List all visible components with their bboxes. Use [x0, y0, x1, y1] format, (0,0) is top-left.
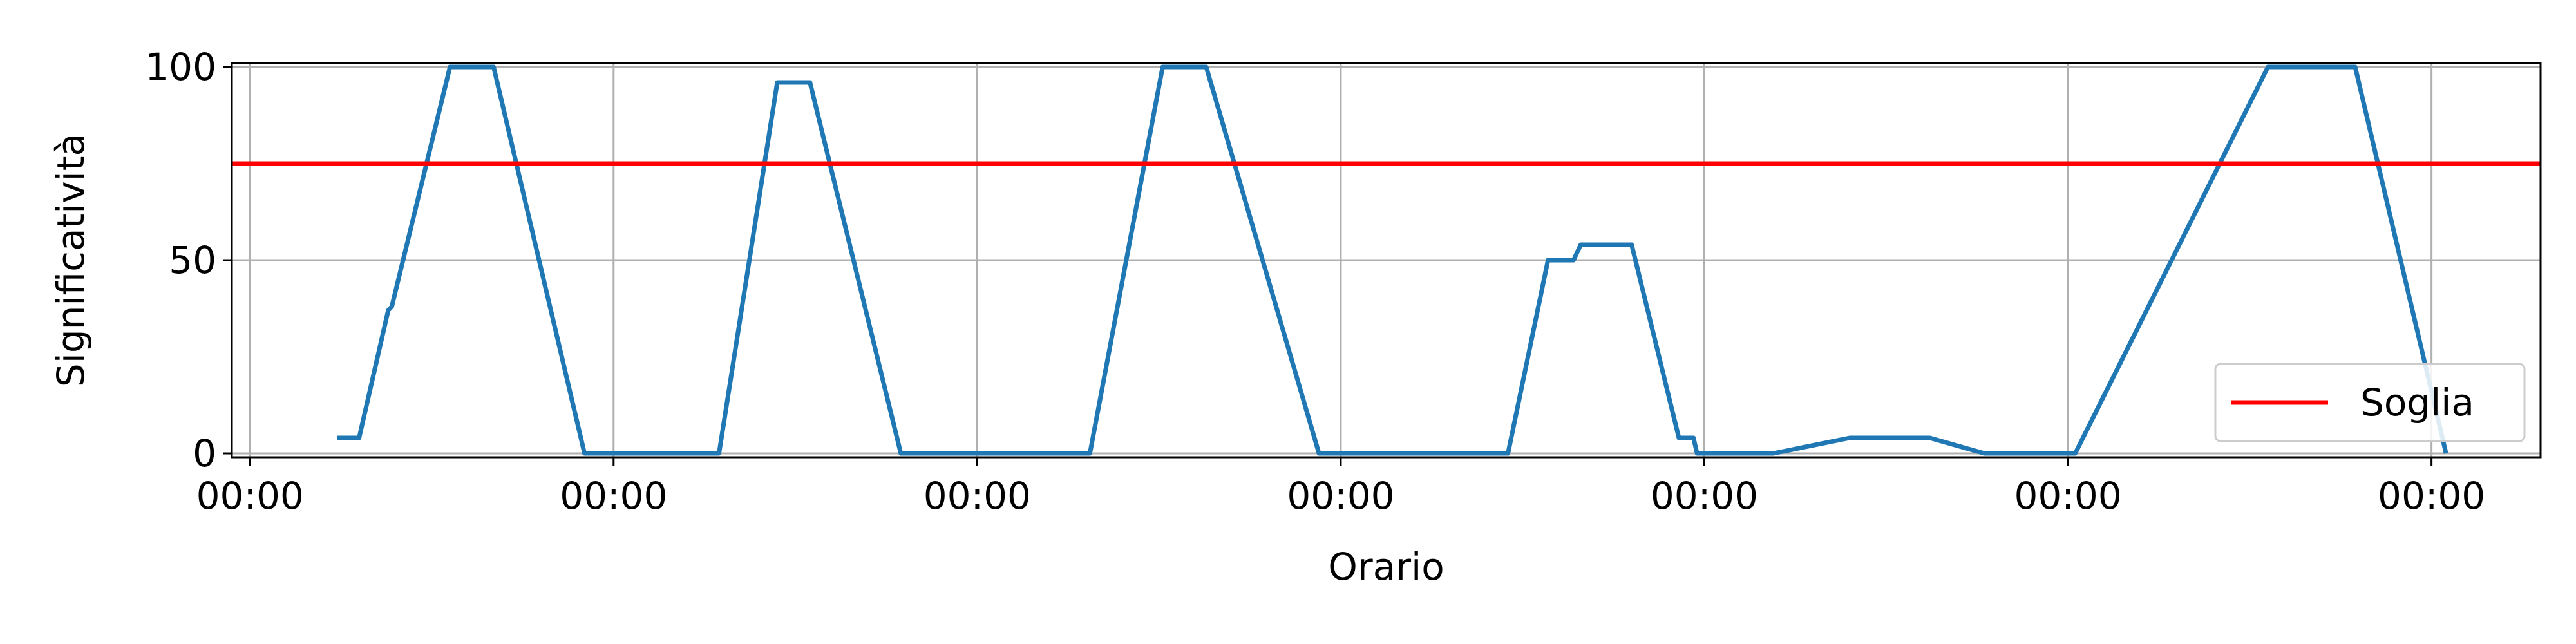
y-tick-label: 100: [145, 45, 216, 89]
y-axis-ticks: 0 50 100: [145, 45, 232, 475]
x-axis-label: Orario: [1328, 545, 1444, 589]
series-line: [337, 64, 2448, 456]
x-tick-label: 00:00: [2014, 474, 2121, 518]
legend: Soglia: [2214, 363, 2526, 442]
x-tick-label: 00:00: [196, 474, 304, 518]
y-tick-label: 50: [169, 238, 216, 282]
x-tick-label: 00:00: [923, 474, 1031, 518]
x-tick-label: 00:00: [2378, 474, 2485, 518]
y-tick-label: 0: [193, 431, 216, 475]
y-axis-label: Significatività: [49, 133, 93, 387]
x-tick-label: 00:00: [560, 474, 667, 518]
legend-box: [2214, 363, 2526, 442]
x-axis-ticks: 00:00 00:00 00:00 00:00 00:00 00:00 00:00: [196, 457, 2485, 518]
x-tick-label: 00:00: [1287, 474, 1394, 518]
legend-label-soglia: Soglia: [2360, 381, 2474, 424]
x-tick-label: 00:00: [1651, 474, 1758, 518]
series-layer: [337, 64, 2448, 456]
